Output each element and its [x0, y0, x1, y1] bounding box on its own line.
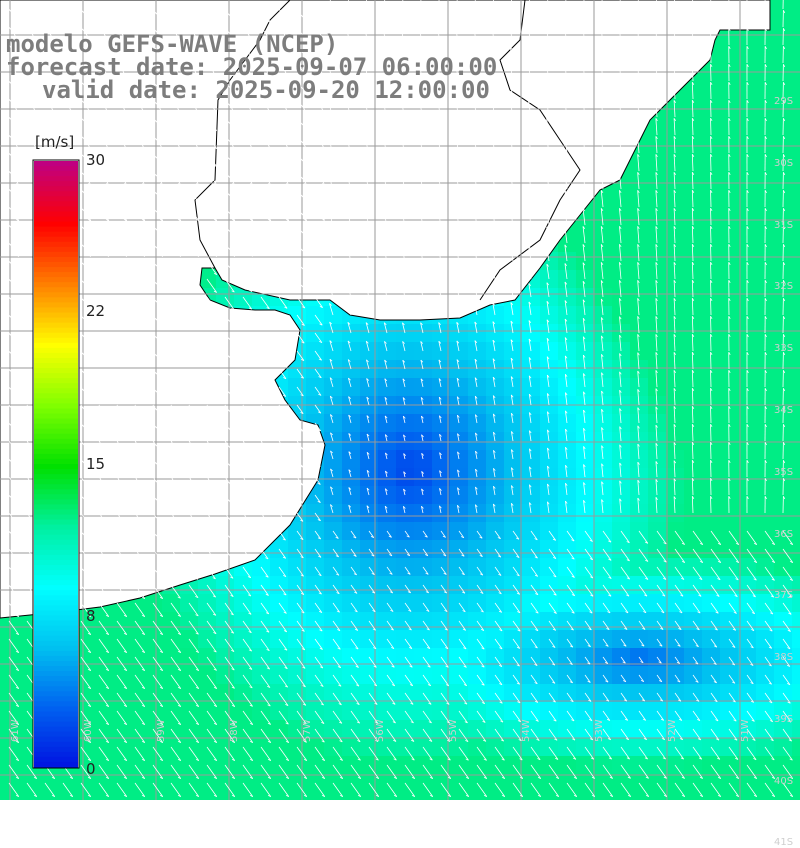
wind-cell: [594, 792, 612, 800]
wind-cell: [792, 684, 800, 702]
wind-cell: [792, 414, 800, 432]
wind-cell: [792, 288, 800, 306]
wind-cell: [792, 594, 800, 612]
wind-cell: [792, 792, 800, 800]
wind-cell: [198, 792, 216, 800]
wind-cell: [738, 792, 756, 800]
wind-cell: [144, 792, 162, 800]
wind-cell: [792, 162, 800, 180]
wind-cell: [792, 54, 800, 72]
wind-cell: [540, 792, 558, 800]
wind-cell: [450, 792, 468, 800]
wind-cell: [684, 792, 702, 800]
wind-cell: [792, 72, 800, 90]
wind-cell: [792, 216, 800, 234]
wind-cell: [792, 144, 800, 162]
wind-cell: [792, 306, 800, 324]
wind-cell: [72, 792, 90, 800]
wind-cell: [396, 792, 414, 800]
wind-cell: [432, 792, 450, 800]
wind-cell: [792, 432, 800, 450]
wind-cell: [792, 234, 800, 252]
wind-cell: [792, 324, 800, 342]
wind-cell: [792, 90, 800, 108]
wind-cell: [792, 252, 800, 270]
wind-cell: [792, 378, 800, 396]
wind-cell: [666, 792, 684, 800]
wind-cell: [288, 792, 306, 800]
wind-cell: [630, 792, 648, 800]
wind-cell: [306, 792, 324, 800]
wind-cell: [792, 108, 800, 126]
wind-cell: [792, 486, 800, 504]
wind-map: modelo GEFS-WAVE (NCEP) forecast date: 2…: [0, 0, 800, 800]
wind-cell: [792, 360, 800, 378]
wind-cell: [18, 792, 36, 800]
wind-cell: [468, 792, 486, 800]
wind-cell: [54, 792, 72, 800]
wind-cell: [792, 0, 800, 18]
wind-cell: [792, 540, 800, 558]
wind-cell: [792, 666, 800, 684]
wind-cell: [180, 792, 198, 800]
wind-cell: [342, 792, 360, 800]
wind-cell: [792, 756, 800, 774]
wind-cell: [504, 792, 522, 800]
wind-cell: [792, 522, 800, 540]
wind-cell: [36, 792, 54, 800]
wind-cell: [162, 792, 180, 800]
wind-cell: [792, 774, 800, 792]
wind-cell: [792, 468, 800, 486]
wind-cell: [756, 792, 774, 800]
wind-cell: [522, 792, 540, 800]
wind-cell: [90, 792, 108, 800]
wind-cell: [792, 198, 800, 216]
wind-cell: [720, 792, 738, 800]
wind-cell: [126, 792, 144, 800]
wind-cell: [792, 450, 800, 468]
wind-cell: [792, 504, 800, 522]
wind-cell: [792, 738, 800, 756]
wind-cell: [612, 792, 630, 800]
wind-cell: [792, 270, 800, 288]
wind-cell: [792, 558, 800, 576]
wind-cell: [108, 792, 126, 800]
wind-cell: [792, 126, 800, 144]
wind-cell: [792, 342, 800, 360]
wind-cell: [702, 792, 720, 800]
wind-cell: [558, 792, 576, 800]
wind-cell: [792, 18, 800, 36]
wind-cell: [378, 792, 396, 800]
wind-cell: [792, 36, 800, 54]
wind-speed-map-canvas: [0, 0, 800, 800]
wind-cell: [486, 792, 504, 800]
wind-cell: [234, 792, 252, 800]
wind-cell: [324, 792, 342, 800]
wind-cell: [648, 792, 666, 800]
wind-cell: [0, 792, 18, 800]
wind-cell: [792, 630, 800, 648]
wind-cell: [792, 576, 800, 594]
wind-cell: [576, 792, 594, 800]
wind-cell: [270, 792, 288, 800]
wind-cell: [414, 792, 432, 800]
wind-cell: [216, 792, 234, 800]
wind-cell: [774, 792, 792, 800]
wind-cell: [792, 702, 800, 720]
wind-cell: [792, 720, 800, 738]
wind-cell: [252, 792, 270, 800]
wind-cell: [792, 648, 800, 666]
